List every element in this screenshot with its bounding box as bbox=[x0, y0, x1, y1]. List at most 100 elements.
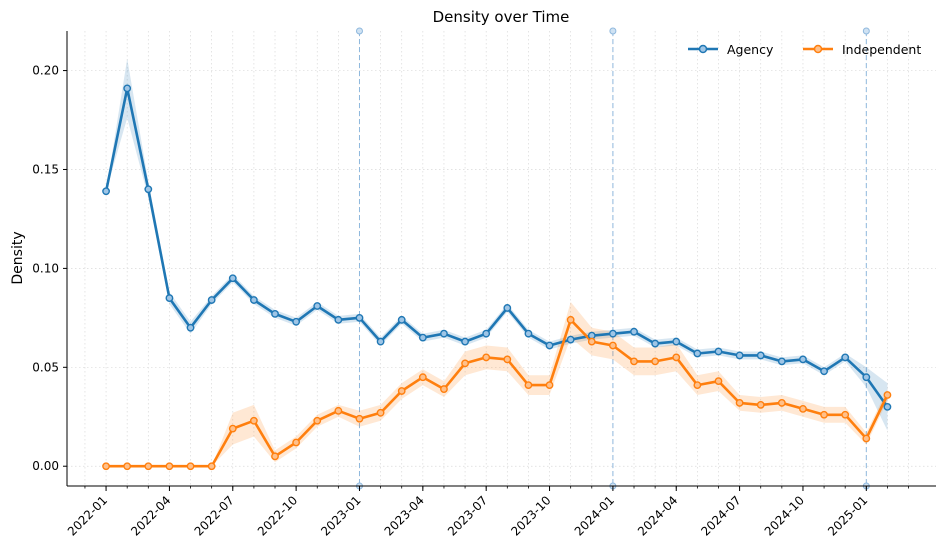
y-axis-label: Density bbox=[10, 231, 26, 284]
agency-point bbox=[503, 304, 512, 312]
y-tick-label: 0.05 bbox=[32, 360, 59, 374]
agency-point bbox=[271, 309, 279, 318]
independent-point bbox=[186, 462, 195, 471]
agency-point bbox=[440, 329, 448, 338]
year-marker-top-dot bbox=[355, 27, 363, 35]
agency-point bbox=[608, 329, 617, 338]
independent-point bbox=[630, 357, 638, 366]
independent-point bbox=[440, 385, 448, 393]
agency-point bbox=[144, 185, 153, 194]
legend-independent-label: Independent bbox=[842, 42, 921, 57]
x-tick-label: 2024-10 bbox=[762, 493, 807, 538]
x-tick-label: 2024-07 bbox=[698, 493, 743, 538]
independent-point bbox=[292, 438, 301, 447]
independent-point bbox=[524, 381, 533, 390]
x-tick-label: 2024-04 bbox=[635, 493, 680, 538]
independent-point bbox=[123, 462, 132, 471]
agency-confidence-band bbox=[106, 58, 888, 431]
agency-point bbox=[292, 317, 301, 326]
y-tick-label: 0.00 bbox=[32, 459, 59, 473]
series-points bbox=[102, 84, 892, 471]
x-tick-label: 2022-10 bbox=[255, 493, 300, 538]
agency-point bbox=[630, 327, 638, 336]
agency-point bbox=[249, 296, 258, 304]
legend-independent-marker bbox=[813, 44, 823, 54]
legend-agency-marker bbox=[698, 44, 708, 54]
independent-point bbox=[144, 462, 153, 471]
agency-point bbox=[376, 337, 385, 346]
independent-point bbox=[693, 381, 702, 390]
independent-point bbox=[862, 434, 871, 443]
independent-point bbox=[207, 462, 216, 471]
grid bbox=[67, 31, 936, 486]
independent-point bbox=[355, 414, 364, 423]
independent-point bbox=[228, 424, 237, 433]
chart-title: Density over Time bbox=[433, 8, 570, 26]
x-tick-label: 2023-10 bbox=[508, 493, 553, 538]
agency-point bbox=[820, 367, 828, 376]
independent-point bbox=[777, 399, 786, 407]
independent-point bbox=[418, 373, 427, 382]
y-tick-label: 0.10 bbox=[32, 261, 59, 275]
independent-point bbox=[397, 387, 406, 395]
agency-point bbox=[841, 353, 850, 362]
agency-point bbox=[397, 315, 406, 324]
independent-point bbox=[651, 357, 660, 366]
year-markers bbox=[355, 27, 870, 490]
agency-point bbox=[883, 402, 892, 411]
agency-point bbox=[228, 274, 237, 283]
independent-point bbox=[503, 355, 512, 364]
agency-point bbox=[418, 333, 427, 342]
independent-point bbox=[461, 359, 469, 368]
agency-point bbox=[102, 187, 110, 196]
independent-point bbox=[735, 399, 744, 407]
agency-point bbox=[735, 351, 744, 360]
agency-point bbox=[334, 315, 343, 324]
legend-agency-label: Agency bbox=[727, 42, 774, 57]
agency-point bbox=[862, 373, 871, 382]
agency-point bbox=[651, 339, 660, 348]
independent-point bbox=[841, 410, 850, 419]
independent-point bbox=[799, 404, 807, 413]
agency-point bbox=[756, 351, 765, 360]
independent-point bbox=[376, 408, 385, 417]
x-tick-label: 2023-01 bbox=[318, 493, 363, 538]
independent-confidence-band bbox=[106, 302, 888, 467]
year-marker-top-dot bbox=[862, 27, 870, 35]
independent-point bbox=[165, 462, 174, 471]
independent-point bbox=[249, 416, 258, 425]
agency-point bbox=[123, 84, 132, 93]
agency-point bbox=[777, 357, 786, 366]
independent-point bbox=[334, 406, 343, 415]
independent-point bbox=[756, 400, 765, 409]
agency-point bbox=[186, 323, 195, 332]
independent-point bbox=[714, 377, 723, 386]
agency-point bbox=[545, 341, 554, 350]
independent-point bbox=[313, 416, 322, 425]
year-marker-top-dot bbox=[609, 27, 617, 35]
independent-point bbox=[608, 341, 617, 350]
agency-point bbox=[355, 313, 364, 322]
independent-point bbox=[820, 410, 828, 419]
y-tick-label: 0.20 bbox=[32, 64, 59, 78]
independent-point bbox=[545, 381, 554, 390]
x-tick-label: 2025-01 bbox=[825, 493, 870, 538]
independent-point bbox=[102, 462, 110, 471]
independent-point bbox=[672, 353, 681, 362]
agency-point bbox=[714, 347, 723, 356]
x-tick-label: 2023-07 bbox=[445, 493, 490, 538]
legend: Agency Independent bbox=[688, 42, 921, 57]
agency-point bbox=[693, 349, 702, 358]
y-tick-label: 0.15 bbox=[32, 162, 59, 176]
x-tick-label: 2024-01 bbox=[572, 493, 617, 538]
independent-point bbox=[883, 391, 892, 399]
x-tick-label: 2022-07 bbox=[192, 493, 237, 538]
agency-point bbox=[313, 302, 322, 310]
agency-point bbox=[165, 294, 174, 302]
agency-point bbox=[799, 355, 807, 364]
x-tick-label: 2022-01 bbox=[65, 493, 110, 538]
x-tick-label: 2022-04 bbox=[128, 493, 173, 538]
agency-point bbox=[482, 329, 491, 338]
independent-point bbox=[482, 353, 491, 362]
